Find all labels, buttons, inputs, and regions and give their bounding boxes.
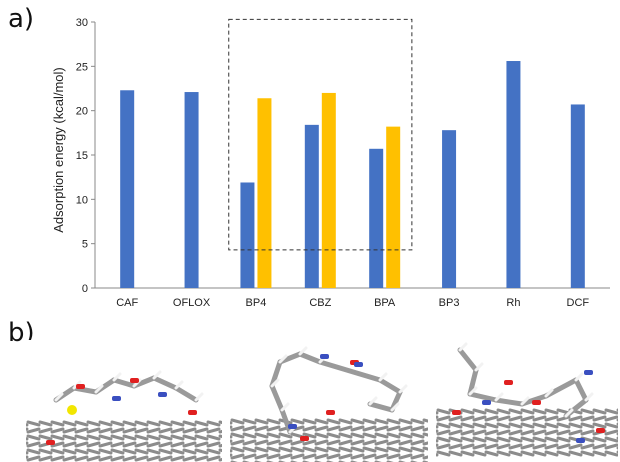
x-tick-label: BP4 <box>246 297 267 309</box>
x-tick-label: DCF <box>567 297 590 309</box>
bar-bpa-series-2 <box>386 126 401 288</box>
molecule-on-graphene-image-2 <box>230 346 428 462</box>
highlight-box <box>228 18 413 251</box>
bar-oflox-series-1 <box>184 92 199 289</box>
bar-cbz-series-1 <box>304 124 319 288</box>
adsorption-energy-bar-chart: 0 5 10 15 20 25 30 CAF OFLOX BP4 CBZ BPA BP3 Rh DCF A… <box>51 17 610 309</box>
molecule-on-graphene-image-3 <box>436 342 618 457</box>
bar-rh-series-1 <box>506 61 521 288</box>
graphene-sheet <box>436 342 618 457</box>
molecule-snapshot-2 <box>230 340 428 462</box>
x-tick-label: CAF <box>116 297 138 309</box>
graphene-sheet <box>230 346 428 462</box>
x-tick-label: CBZ <box>309 297 331 309</box>
y-tick-label: 25 <box>76 61 88 73</box>
bar-bpa-series-1 <box>369 148 384 288</box>
bar-bp3-series-1 <box>442 130 457 288</box>
y-tick-label: 5 <box>82 239 88 251</box>
panel-label-a: a) <box>8 4 35 34</box>
molecule-snapshot-3 <box>436 340 618 462</box>
molecule-snapshot-1 <box>26 340 222 462</box>
bars <box>120 61 585 289</box>
graphene-sheet <box>26 370 222 462</box>
y-tick-label: 0 <box>82 283 88 295</box>
y-tick-label: 30 <box>76 17 88 29</box>
x-tick-label: BPA <box>374 297 396 309</box>
molecule-on-graphene-image-1 <box>26 370 222 462</box>
x-tick-label: Rh <box>506 297 520 309</box>
y-axis: 0 5 10 15 20 25 30 <box>76 17 96 295</box>
y-tick-label: 15 <box>76 150 88 162</box>
bar-dcf-series-1 <box>570 104 585 289</box>
y-tick-label: 10 <box>76 194 88 206</box>
y-axis-label: Adsorption energy (kcal/mol) <box>51 67 66 232</box>
bar-caf-series-1 <box>120 90 135 288</box>
y-tick-label: 20 <box>76 106 88 118</box>
highlight-box-rect <box>228 18 413 251</box>
x-tick-label: OFLOX <box>173 297 211 309</box>
bar-cbz-series-2 <box>321 92 336 288</box>
bar-bp4-series-1 <box>240 182 255 288</box>
x-axis: CAF OFLOX BP4 CBZ BPA BP3 Rh DCF <box>95 287 610 309</box>
bar-bp4-series-2 <box>257 98 272 289</box>
x-tick-label: BP3 <box>439 297 460 309</box>
